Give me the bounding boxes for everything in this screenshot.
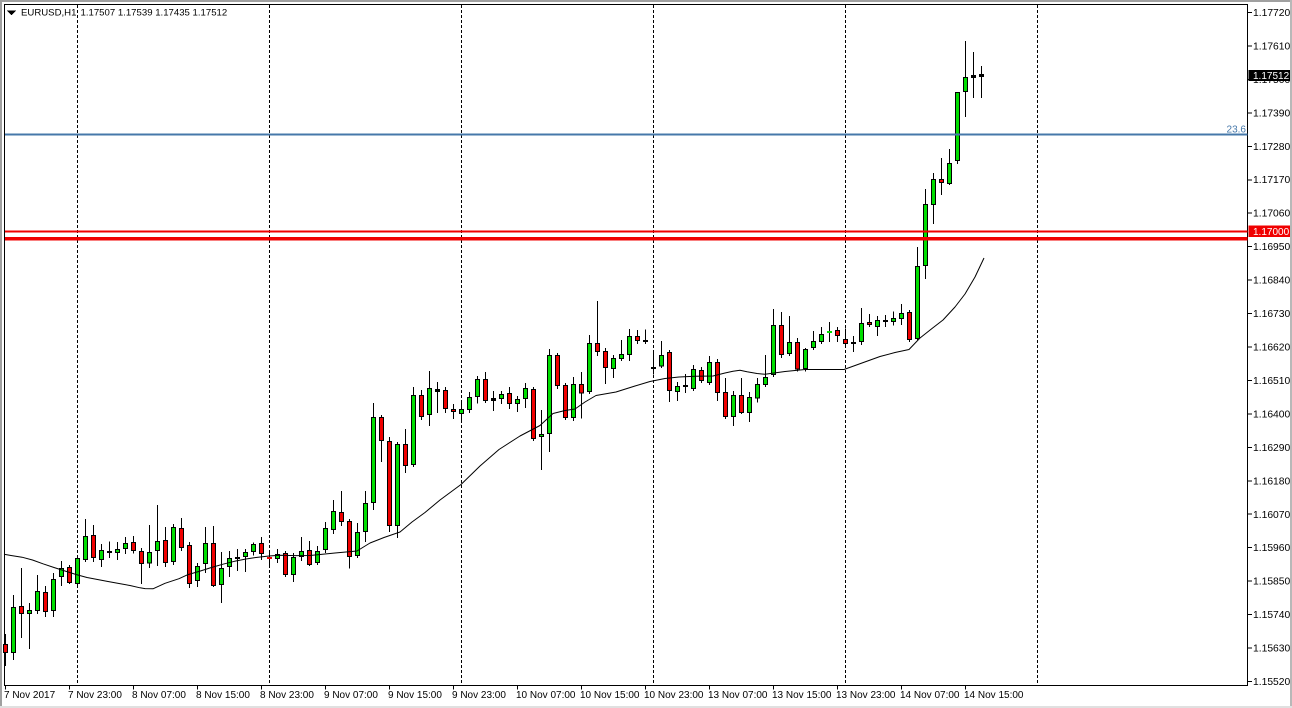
svg-text:8 Nov 07:00: 8 Nov 07:00	[132, 690, 186, 701]
svg-text:1.16510: 1.16510	[1253, 376, 1290, 387]
svg-text:1.16290: 1.16290	[1253, 443, 1290, 454]
svg-text:13 Nov 15:00: 13 Nov 15:00	[772, 690, 832, 701]
svg-text:9 Nov 15:00: 9 Nov 15:00	[388, 690, 442, 701]
svg-text:1.16620: 1.16620	[1253, 343, 1290, 354]
svg-text:1.17720: 1.17720	[1253, 8, 1290, 19]
svg-text:1.15850: 1.15850	[1253, 577, 1290, 588]
svg-text:8 Nov 15:00: 8 Nov 15:00	[196, 690, 250, 701]
svg-text:13 Nov 07:00: 13 Nov 07:00	[708, 690, 768, 701]
svg-text:1.16840: 1.16840	[1253, 276, 1290, 287]
svg-text:1.16180: 1.16180	[1253, 476, 1290, 487]
svg-text:1.16070: 1.16070	[1253, 510, 1290, 521]
svg-text:9 Nov 07:00: 9 Nov 07:00	[324, 690, 378, 701]
svg-text:1.15740: 1.15740	[1253, 610, 1290, 621]
svg-text:9 Nov 23:00: 9 Nov 23:00	[452, 690, 506, 701]
svg-text:1.17507 1.17539 1.17435 1.1751: 1.17507 1.17539 1.17435 1.17512	[81, 8, 228, 19]
svg-text:EURUSD,H1: EURUSD,H1	[21, 8, 76, 19]
svg-text:13 Nov 23:00: 13 Nov 23:00	[836, 690, 896, 701]
svg-text:14 Nov 15:00: 14 Nov 15:00	[964, 690, 1024, 701]
svg-text:1.17512: 1.17512	[1253, 71, 1290, 82]
svg-text:7 Nov 2017: 7 Nov 2017	[4, 690, 56, 701]
svg-text:1.17390: 1.17390	[1253, 108, 1290, 119]
svg-text:1.17060: 1.17060	[1253, 209, 1290, 220]
svg-text:7 Nov 23:00: 7 Nov 23:00	[68, 690, 122, 701]
svg-text:10 Nov 07:00: 10 Nov 07:00	[516, 690, 576, 701]
svg-text:10 Nov 23:00: 10 Nov 23:00	[644, 690, 704, 701]
svg-text:10 Nov 15:00: 10 Nov 15:00	[580, 690, 640, 701]
svg-text:1.17170: 1.17170	[1253, 175, 1290, 186]
svg-text:8 Nov 23:00: 8 Nov 23:00	[260, 690, 314, 701]
svg-text:1.16730: 1.16730	[1253, 309, 1290, 320]
svg-text:1.15630: 1.15630	[1253, 644, 1290, 655]
svg-text:1.17610: 1.17610	[1253, 42, 1290, 53]
svg-text:1.15520: 1.15520	[1253, 677, 1290, 688]
svg-text:14 Nov 07:00: 14 Nov 07:00	[900, 690, 960, 701]
svg-text:1.15960: 1.15960	[1253, 543, 1290, 554]
svg-text:1.17000: 1.17000	[1253, 227, 1290, 238]
svg-text:1.16950: 1.16950	[1253, 242, 1290, 253]
svg-text:23.6: 23.6	[1227, 125, 1247, 136]
svg-text:1.17280: 1.17280	[1253, 142, 1290, 153]
svg-text:1.16400: 1.16400	[1253, 409, 1290, 420]
